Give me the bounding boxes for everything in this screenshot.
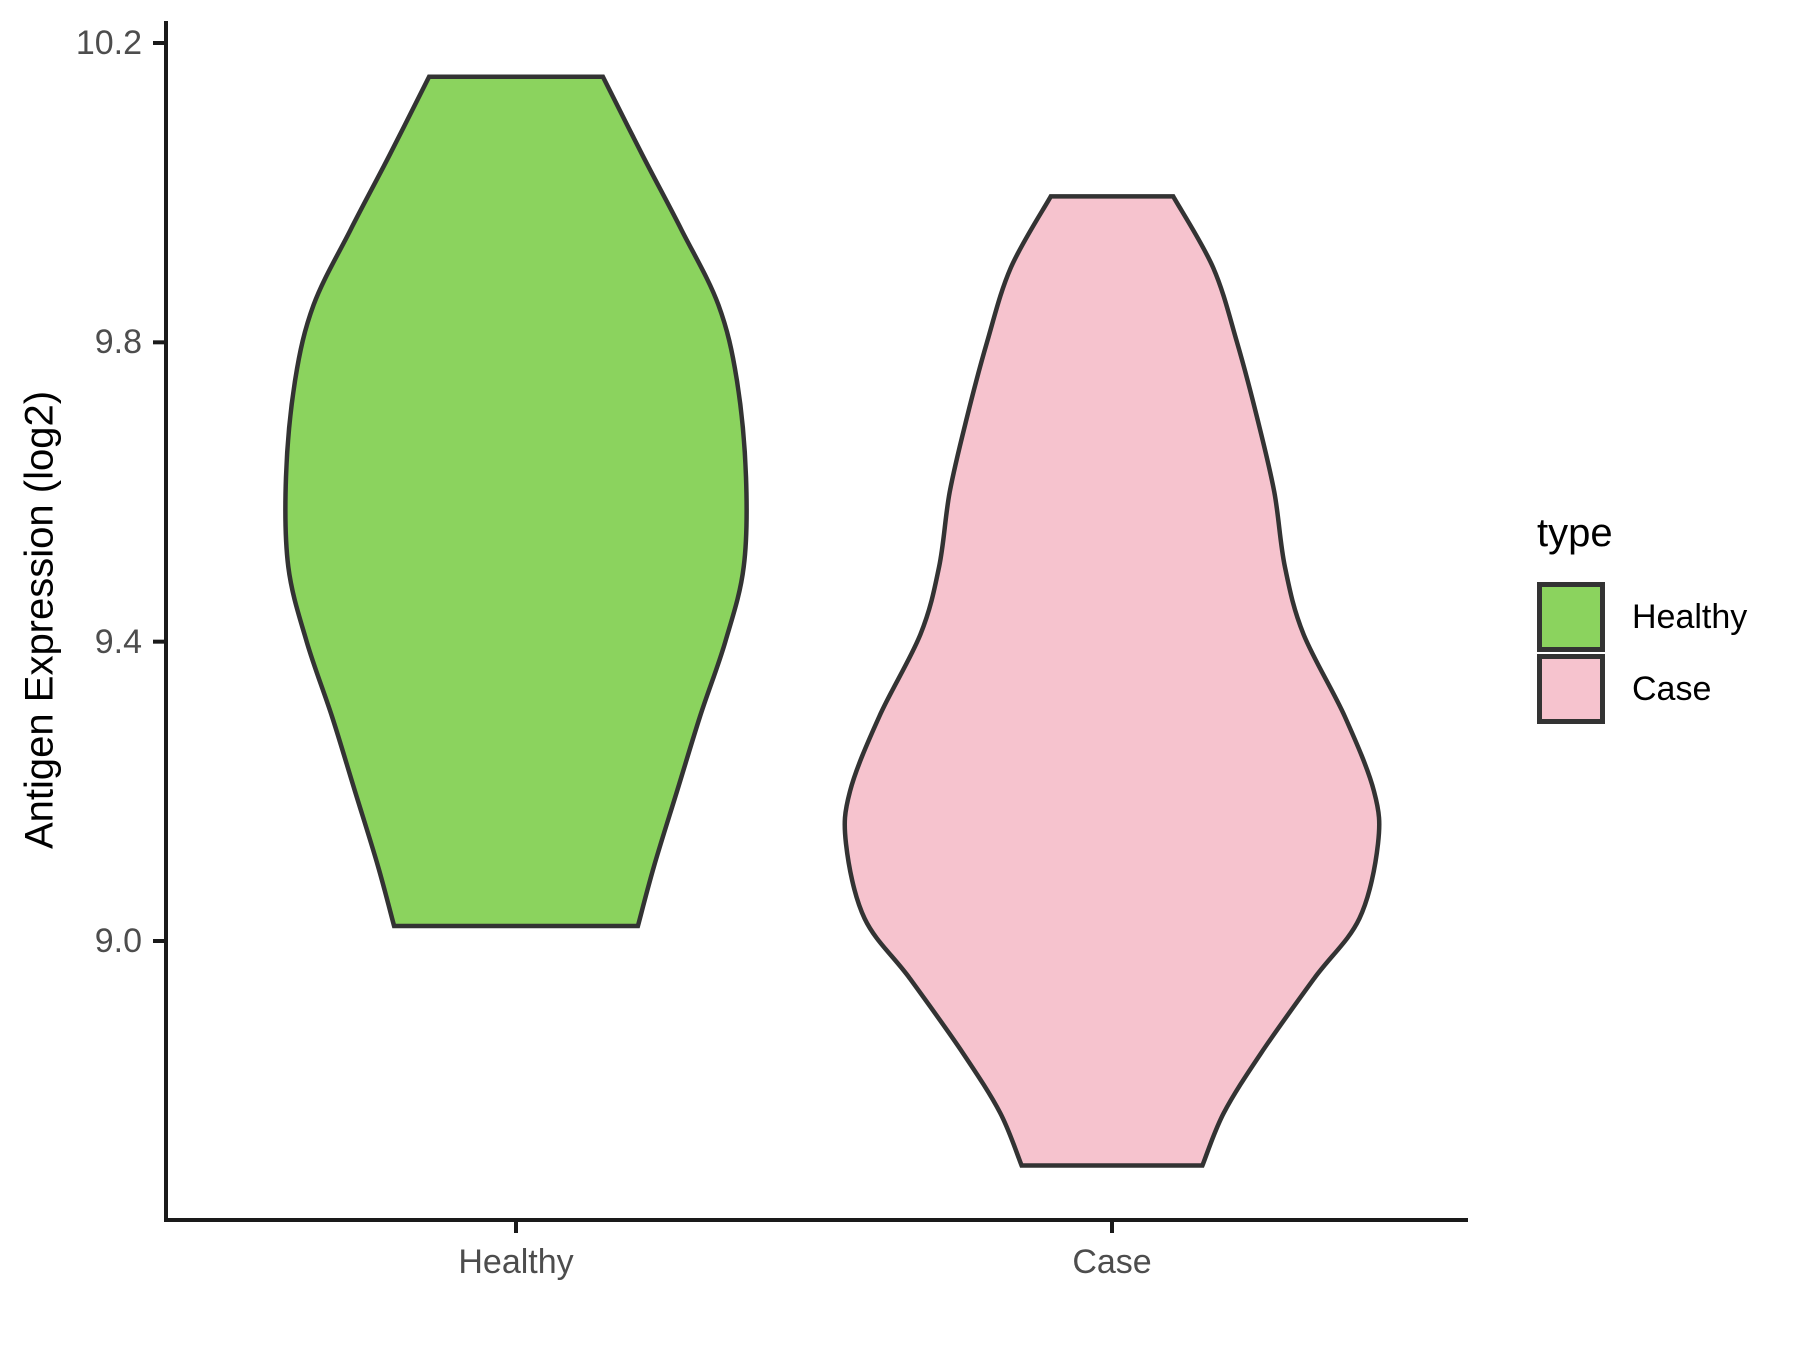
legend: type Healthy Case: [1537, 510, 1747, 726]
legend-item-healthy: Healthy: [1537, 582, 1747, 652]
violin-healthy: [283, 74, 749, 929]
legend-label-healthy: Healthy: [1632, 597, 1748, 636]
y-tick-label-10-2: 10.2: [75, 24, 142, 62]
violin-case: [842, 194, 1382, 1168]
legend-swatch-case-icon: [1537, 654, 1605, 724]
legend-title: type: [1537, 511, 1613, 555]
legend-swatch-healthy-icon: [1537, 582, 1605, 652]
y-axis-title: Antigen Expression (log2): [17, 390, 62, 850]
y-tick-label-9-0: 9.0: [94, 922, 142, 960]
x-tick-label-healthy: Healthy: [458, 1243, 574, 1281]
legend-item-case: Case: [1537, 654, 1747, 724]
legend-label-case: Case: [1632, 669, 1712, 708]
x-tick-label-case: Case: [1072, 1243, 1152, 1281]
y-tick-label-9-8: 9.8: [94, 323, 142, 361]
y-tick-label-9-4: 9.4: [94, 623, 142, 661]
